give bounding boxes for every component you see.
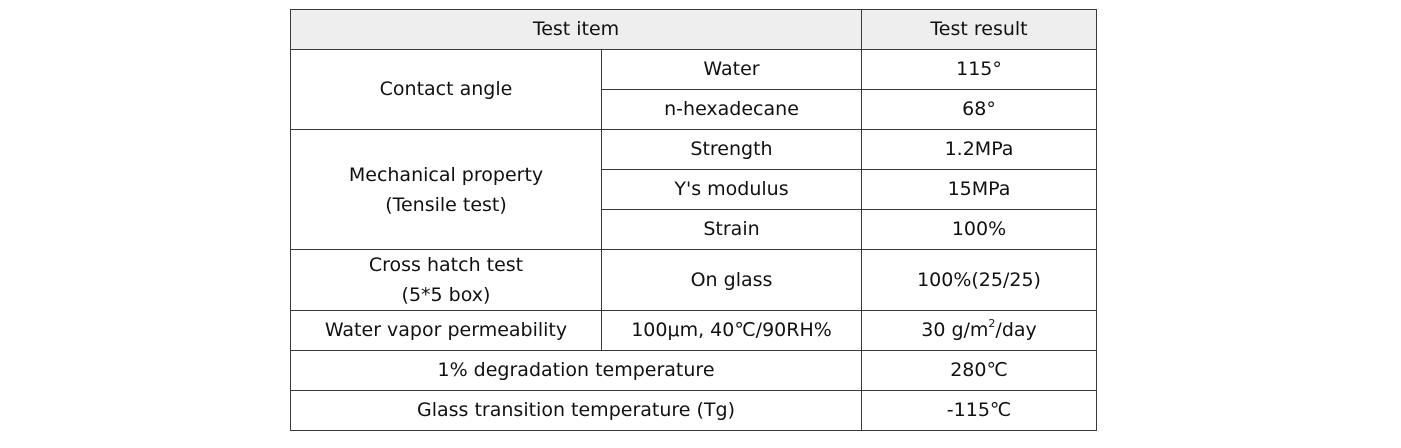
- result-cell: 68°: [861, 89, 1098, 130]
- result-cell: 100%(25/25): [861, 249, 1098, 311]
- table-row: Glass transition temperature (Tg) -115℃: [289, 390, 1098, 431]
- condition-cell: Water: [600, 49, 863, 90]
- mechanical-property-label: Mechanical property (Tensile test): [290, 129, 602, 250]
- table-row: Y's modulus 15MPa: [291, 169, 1098, 210]
- water-vapor-label: Water vapor permeability: [290, 310, 602, 351]
- table-row: Contact angle Water 115°: [290, 49, 1098, 130]
- header-test-result: Test result: [861, 9, 1098, 50]
- result-cell: 30 g/m2/day: [861, 310, 1098, 351]
- table-row: Water vapor permeability 100μm, 40℃/90RH…: [290, 310, 1098, 351]
- result-cell: -115℃: [861, 390, 1098, 431]
- cross-hatch-label-line2: (5*5 box): [401, 284, 491, 306]
- table-row: n-hexadecane 68°: [291, 89, 1098, 130]
- cross-hatch-label: Cross hatch test (5*5 box): [290, 249, 602, 311]
- water-vapor-result-prefix: 30 g/m: [921, 319, 989, 341]
- cross-hatch-label-line1: Cross hatch test: [368, 254, 524, 276]
- condition-cell: n-hexadecane: [600, 89, 863, 130]
- table-row: Cross hatch test (5*5 box) On glass 100%…: [290, 249, 1098, 311]
- condition-cell: Y's modulus: [600, 169, 863, 210]
- result-cell: 280℃: [861, 350, 1098, 391]
- test-results-table: Test item Test result Contact angle Wate…: [289, 9, 1098, 431]
- condition-cell: Strain: [600, 209, 863, 250]
- table-row: Strain 100%: [291, 209, 1098, 250]
- result-cell: 100%: [861, 209, 1098, 250]
- water-vapor-result-suffix: /day: [995, 319, 1037, 341]
- condition-cell: Strength: [600, 129, 863, 170]
- mechanical-label-line1: Mechanical property: [348, 163, 544, 186]
- table-row: Mechanical property (Tensile test) Stren…: [290, 129, 1098, 250]
- result-cell: 115°: [861, 49, 1098, 90]
- result-cell: 15MPa: [861, 169, 1098, 210]
- header-test-item: Test item: [289, 9, 863, 50]
- table-row: 1% degradation temperature 280℃: [289, 350, 1098, 391]
- condition-cell: 100μm, 40℃/90RH%: [600, 310, 863, 351]
- result-cell: 1.2MPa: [861, 129, 1098, 170]
- contact-angle-label: Contact angle: [290, 49, 602, 130]
- header-row: Test item Test result: [289, 9, 1098, 50]
- degradation-label: 1% degradation temperature: [289, 350, 863, 391]
- condition-cell: On glass: [600, 249, 863, 311]
- water-vapor-result-superscript: 2: [988, 316, 996, 330]
- glass-transition-label: Glass transition temperature (Tg): [289, 390, 863, 431]
- mechanical-label-line2: (Tensile test): [385, 193, 507, 216]
